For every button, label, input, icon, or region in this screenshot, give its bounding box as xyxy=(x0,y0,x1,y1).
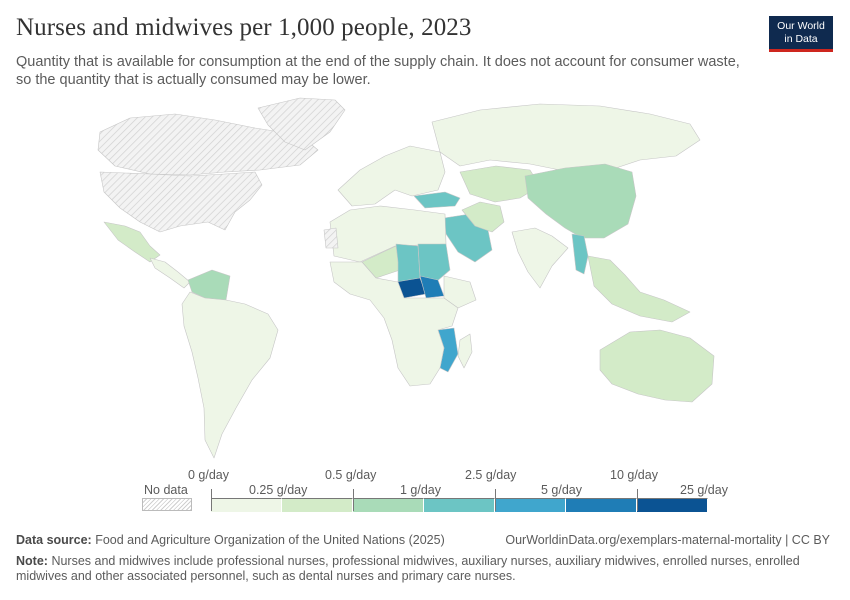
region-australia[interactable]: Australia xyxy=(599,329,715,403)
region-russia[interactable]: Russia xyxy=(431,103,701,173)
owid-logo[interactable]: Our World in Data xyxy=(769,16,833,52)
region-southeast-asia[interactable]: Southeast Asia xyxy=(587,255,691,323)
legend-no-data-label: No data xyxy=(144,483,188,497)
legend-mid-label-0: 0.25 g/day xyxy=(249,483,308,497)
region-united-states[interactable]: United States xyxy=(99,171,263,233)
source-url[interactable]: OurWorldinData.org/exemplars-maternal-mo… xyxy=(505,533,830,547)
legend-bin-1 xyxy=(282,498,353,512)
region-ethiopia[interactable]: Ethiopia xyxy=(443,275,477,309)
region-europe[interactable]: Europe xyxy=(337,145,446,207)
region-iran[interactable]: Iran xyxy=(461,201,505,233)
region-central-america[interactable]: Central America xyxy=(149,257,191,289)
region-myanmar[interactable]: Myanmar xyxy=(571,233,589,275)
region-turkey[interactable]: Turkey xyxy=(413,191,461,209)
legend-mid-label-3: 25 g/day xyxy=(680,483,728,497)
chart-subtitle: Quantity that is available for consumpti… xyxy=(16,54,740,88)
legend-edge-label-1: 0.5 g/day xyxy=(325,468,377,482)
legend-no-data-swatch xyxy=(142,498,192,511)
region-north-africa[interactable]: North Africa xyxy=(329,205,447,263)
region-south-america[interactable]: South America xyxy=(181,291,279,459)
legend-mid-label-2: 5 g/day xyxy=(541,483,583,497)
region-greenland[interactable]: Greenland xyxy=(257,97,346,151)
region-chad[interactable]: Chad xyxy=(395,243,421,283)
legend-bin-2 xyxy=(353,498,424,512)
legend-bin-6 xyxy=(637,498,708,512)
legend-edge-label-2: 2.5 g/day xyxy=(465,468,517,482)
world-map: CanadaUnited States Greenland MexicoCentra… xyxy=(97,97,715,459)
region-canada[interactable]: Canada xyxy=(97,113,319,176)
legend-mid-label-1: 1 g/day xyxy=(400,483,442,497)
region-madagascar[interactable]: Madagascar xyxy=(457,333,473,369)
legend-bin-0 xyxy=(211,498,282,512)
legend-edge-label-0: 0 g/day xyxy=(188,468,230,482)
region-western-sahara[interactable]: Western Sahara xyxy=(323,227,339,249)
note-text: Nurses and midwives include professional… xyxy=(16,554,800,583)
region-mexico[interactable]: Mexico xyxy=(103,221,161,263)
note: Note: Nurses and midwives include profes… xyxy=(16,554,816,584)
logo-line-1: Our World xyxy=(777,20,825,32)
legend-tick-1 xyxy=(353,489,354,511)
region-sudan[interactable]: Sudan xyxy=(417,243,451,283)
data-source: Data source: Food and Agriculture Organi… xyxy=(16,533,445,547)
legend-tick-2 xyxy=(495,489,496,511)
note-label: Note: xyxy=(16,554,48,568)
region-china[interactable]: China xyxy=(524,163,637,239)
logo-line-2: in Data xyxy=(784,33,818,45)
legend-tick-3 xyxy=(637,489,638,511)
legend-tick-0 xyxy=(211,489,212,511)
region-india[interactable]: India xyxy=(511,227,569,289)
region-southern-africa[interactable]: Southern Africa xyxy=(329,261,459,387)
legend-edge-label-3: 10 g/day xyxy=(610,468,658,482)
legend-bin-4 xyxy=(495,498,566,512)
data-source-label: Data source: xyxy=(16,533,92,547)
legend-bin-5 xyxy=(566,498,637,512)
data-source-text: Food and Agriculture Organization of the… xyxy=(95,533,445,547)
legend-bin-3 xyxy=(424,498,495,512)
chart-title: Nurses and midwives per 1,000 people, 20… xyxy=(16,14,472,41)
